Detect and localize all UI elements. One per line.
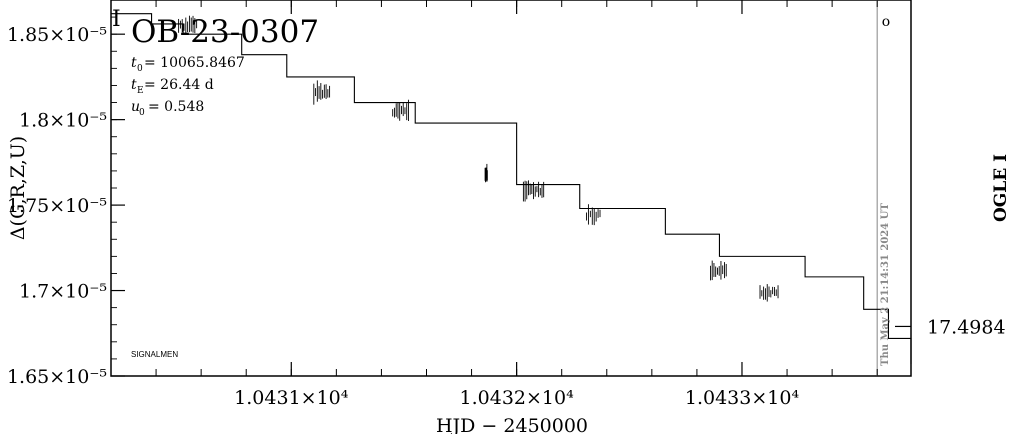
series-line [111, 13, 912, 365]
y-axis-ticks: 1.85×10⁻⁵ 1.8×10⁻⁵ 1.75×10⁻⁵ 1.7×10⁻⁵ 1.65×1… [7, 0, 125, 388]
corner-note: SIGNALMEN [131, 350, 178, 359]
y-tick-label: 1.85×10⁻⁵ [7, 24, 107, 46]
timestamp-text: Thu May 2 21:14:31 2024 UT [880, 203, 891, 366]
y-tick-label: 1.8×10⁻⁵ [19, 110, 107, 132]
param-u0-sub: 0 [139, 108, 145, 118]
corner-mark: o [882, 14, 890, 30]
param-te-value: = 26.44 d [144, 77, 214, 93]
param-t0-symbol: t [131, 55, 137, 71]
y-axis-label: Δ(G,R,Z,U) [7, 136, 29, 240]
x-tick-label: 1.0433×10⁴ [685, 387, 800, 409]
y-tick-label: 1.65×10⁻⁵ [7, 366, 107, 388]
right-axis-label: OGLE I [991, 154, 1011, 222]
y-tick-label: 1.75×10⁻⁵ [7, 195, 107, 217]
x-tick-label: 1.0431×10⁴ [234, 387, 349, 409]
param-te-sub: E [137, 86, 144, 96]
param-t0-value: = 10065.8467 [144, 55, 245, 71]
noise-bands [178, 15, 779, 302]
corner-glyph: I [112, 7, 121, 32]
param-u0-symbol: u [131, 99, 140, 115]
param-u0: u 0 = 0.548 [131, 99, 204, 118]
param-u0-value: = 0.548 [148, 99, 204, 115]
chart-title: OB-23-0307 [131, 14, 319, 50]
param-te: t E = 26.44 d [131, 77, 214, 96]
x-axis-ticks: 1.0431×10⁴ 1.0432×10⁴ 1.0433×10⁴ [110, 0, 878, 409]
param-te-symbol: t [131, 77, 137, 93]
param-t0: t 0 = 10065.8467 [131, 55, 245, 74]
right-tick-label: 17.4984 [927, 316, 1006, 338]
param-t0-sub: 0 [137, 64, 143, 74]
x-tick-label: 1.0432×10⁴ [460, 387, 575, 409]
x-axis-label: HJD − 2450000 [436, 415, 588, 434]
y-tick-label: 1.7×10⁻⁵ [19, 281, 107, 303]
